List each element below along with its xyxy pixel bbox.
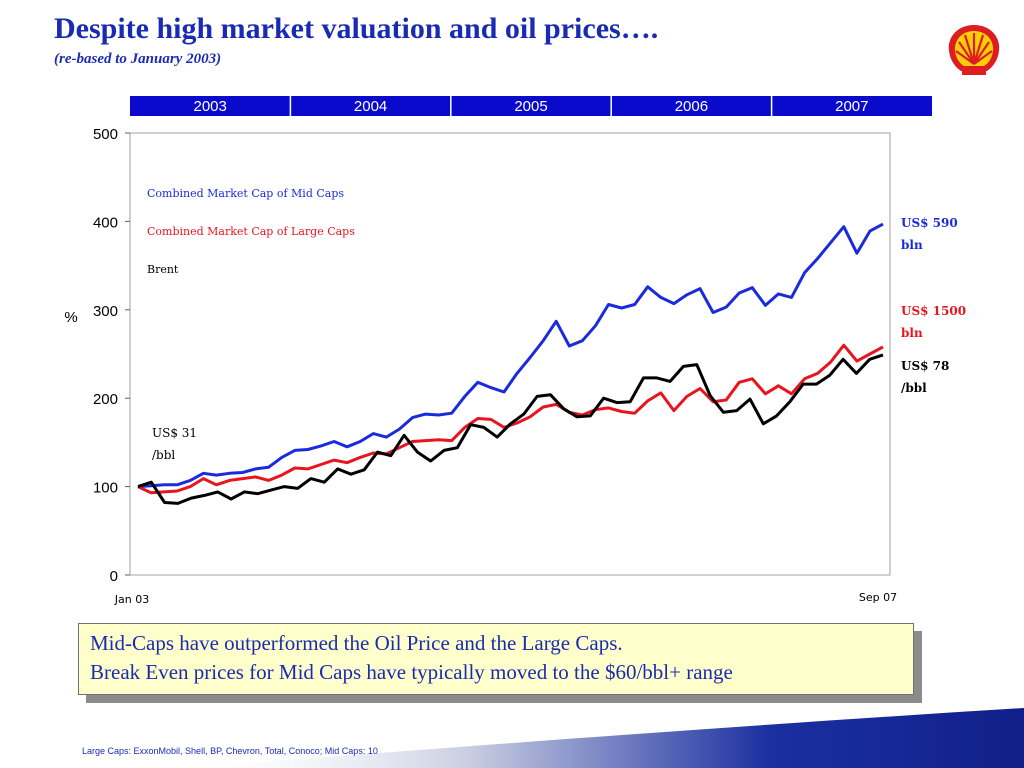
series-end-label: bln [901,326,923,340]
series-line [137,353,884,505]
series-end-label: US$ 78 [901,359,949,373]
x-start-label: Jan 03 [114,593,149,606]
year-label: 2006 [675,98,708,115]
year-bar [130,96,932,116]
legend-entry: Combined Market Cap of Mid Caps [147,187,344,200]
series-end-label: bln [901,238,923,252]
callout-line-1: Mid-Caps have outperformed the Oil Price… [90,631,623,655]
legend-entry: Brent [147,263,179,276]
y-tick-label: 0 [110,568,118,585]
footnote: Large Caps: ExxonMobil, Shell, BP, Chevr… [82,746,378,756]
y-tick-label: 300 [93,303,118,320]
plot-frame [129,132,891,576]
series-line [137,222,884,489]
y-tick-label: 100 [93,480,118,497]
y-tick-label: 400 [93,214,118,231]
series-end-label: US$ 590 [901,216,958,230]
series-end-label: US$ 1500 [901,304,966,318]
page-title: Despite high market valuation and oil pr… [54,12,659,45]
x-end-label: Sep 07 [859,591,897,604]
y-tick-label: 500 [93,126,118,143]
footer-swoosh [180,708,1024,768]
y-tick-label: 200 [93,391,118,408]
chart: 2003 2004 2005 2006 2007 0 100 200 300 400 500% Jan… [64,96,966,606]
year-label: 2004 [354,98,387,115]
series-end-label: /bbl [901,381,927,395]
legend-entry: Combined Market Cap of Large Caps [147,225,355,238]
year-label: 2007 [835,98,868,115]
page-subtitle: (re-based to January 2003) [54,51,222,67]
series-start-label: /bbl [152,448,175,462]
year-label: 2003 [194,98,227,115]
shell-pecten-icon [948,25,1000,75]
year-label: 2005 [514,98,547,115]
y-axis-label: % [64,309,77,326]
callout-box: Mid-Caps have outperformed the Oil Price… [78,623,914,695]
series-start-label: US$ 31 [152,426,197,440]
callout-line-2: Break Even prices for Mid Caps have typi… [90,660,733,684]
